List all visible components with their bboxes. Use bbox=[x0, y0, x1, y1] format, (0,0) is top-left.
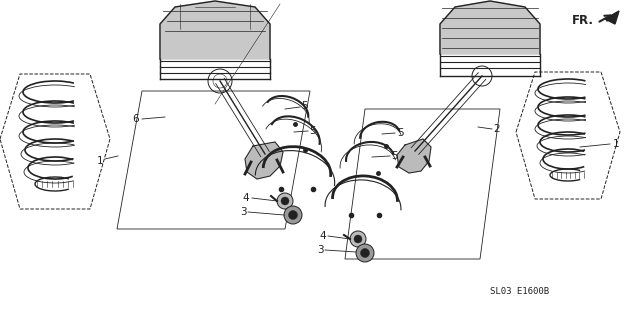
Polygon shape bbox=[605, 11, 619, 24]
Circle shape bbox=[284, 206, 302, 224]
Text: 1: 1 bbox=[97, 156, 103, 166]
Polygon shape bbox=[440, 1, 540, 54]
Text: 1: 1 bbox=[612, 139, 620, 149]
Polygon shape bbox=[397, 139, 431, 173]
Circle shape bbox=[281, 197, 289, 205]
Circle shape bbox=[356, 244, 374, 262]
Circle shape bbox=[354, 235, 362, 243]
Text: SL03 E1600B: SL03 E1600B bbox=[490, 286, 549, 295]
Polygon shape bbox=[160, 1, 270, 59]
Circle shape bbox=[277, 193, 293, 209]
Polygon shape bbox=[245, 142, 283, 179]
Text: 4: 4 bbox=[243, 193, 250, 203]
Text: 6: 6 bbox=[132, 114, 140, 124]
Text: 5: 5 bbox=[392, 151, 398, 161]
Text: FR.: FR. bbox=[572, 14, 594, 27]
Circle shape bbox=[350, 231, 366, 247]
Text: 5: 5 bbox=[301, 101, 308, 111]
Text: 2: 2 bbox=[493, 124, 500, 134]
Circle shape bbox=[360, 249, 369, 257]
Text: 4: 4 bbox=[320, 231, 326, 241]
Circle shape bbox=[289, 211, 298, 219]
Text: 3: 3 bbox=[317, 245, 323, 255]
Text: 5: 5 bbox=[397, 128, 403, 138]
Text: 3: 3 bbox=[240, 207, 246, 217]
Text: 5: 5 bbox=[310, 126, 316, 136]
